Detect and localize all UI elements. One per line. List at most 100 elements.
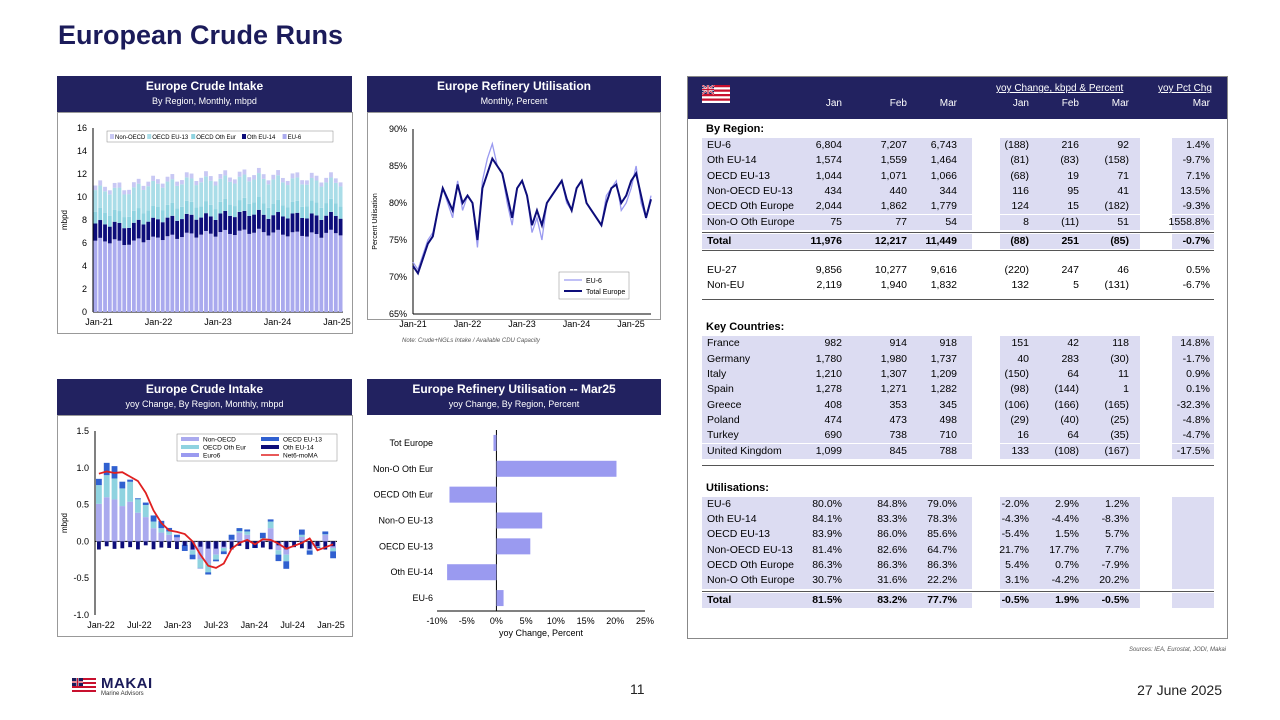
chart3-bar-segment	[127, 501, 134, 542]
table-row: Non-EU 2,119 1,940 1,832 132 5 (131) -6.7%	[702, 278, 1214, 293]
row-value: 81.5%	[812, 593, 842, 606]
row-value: -0.7%	[1182, 234, 1210, 247]
column-header: Jan	[825, 98, 842, 109]
chart1-bar-segment	[228, 233, 232, 312]
column-header: Mar	[939, 98, 957, 109]
chart3-bar-segment	[267, 528, 274, 542]
chart1-bar-segment	[136, 238, 141, 312]
chart3-bar-segment	[166, 534, 173, 542]
row-value: -9.7%	[1182, 154, 1210, 167]
chart1-bar-segment	[112, 187, 117, 210]
chart3-bar-segment	[96, 478, 102, 486]
chart1-bar-segment	[242, 229, 247, 312]
chart1-bar-segment	[295, 212, 300, 232]
chart1-bar-segment	[194, 181, 199, 186]
chart1-bar-segment	[127, 227, 131, 245]
chart1-bar-segment	[276, 175, 280, 200]
chart1-bar-segment	[218, 178, 223, 202]
chart3-bar-segment	[330, 548, 336, 552]
chart1-legend-box	[106, 130, 334, 143]
page-number: 11	[630, 681, 645, 697]
chart1-bar-segment	[314, 175, 319, 181]
chart1-bar-segment	[252, 214, 256, 233]
chart1-ytick: 4	[82, 261, 87, 271]
row-value: 1,278	[815, 383, 842, 396]
chart3-bar-segment	[228, 534, 235, 540]
row-value: 1,980	[880, 352, 907, 365]
row-value: 116	[1012, 184, 1029, 197]
row-value: 710	[939, 429, 957, 442]
row-label: Spain	[707, 383, 734, 396]
chart1-bar-segment	[309, 172, 314, 178]
row-value: 40	[1017, 352, 1029, 365]
chart4-xtick: 5%	[520, 616, 533, 626]
chart1-bar-segment	[256, 209, 261, 229]
row-value: 84.1%	[812, 513, 842, 526]
chart3-bar-segment	[244, 531, 251, 535]
row-label: Total	[707, 593, 732, 606]
row-value: 77.7%	[927, 593, 957, 606]
chart1-bar-segment	[300, 180, 305, 185]
section-title: By Region:	[706, 123, 765, 135]
chart2-ytick: 80%	[389, 198, 407, 208]
row-value: -4.3%	[1001, 513, 1029, 526]
chart1-header: Europe Crude Intake By Region, Monthly, …	[57, 76, 352, 112]
row-value: -7.9%	[1101, 559, 1129, 571]
cell-shade	[1000, 153, 1140, 169]
cell-shade	[1000, 183, 1140, 200]
chart1-bar-segment	[103, 186, 107, 192]
chart1-bar-segment	[122, 217, 127, 229]
row-value: 1,574	[815, 154, 842, 167]
chart1-legend-label: OECD EU-13	[152, 135, 189, 141]
row-label: Turkey	[707, 429, 739, 442]
row-value: 914	[889, 337, 907, 350]
chart1-bar-segment	[261, 203, 266, 215]
row-value: 42	[1067, 337, 1079, 350]
row-value: 1,071	[880, 169, 907, 182]
table-rule	[702, 590, 1214, 592]
row-value: 78.3%	[927, 513, 957, 526]
chart1-bar-segment	[338, 218, 343, 236]
chart1-bar-segment	[208, 233, 213, 312]
chart3-bar-negative	[159, 541, 164, 548]
chart1-bar-segment	[170, 215, 175, 235]
chart3-bar-segment	[197, 559, 204, 568]
chart1-bar-segment	[266, 207, 271, 219]
chart1-bar-segment	[237, 200, 242, 212]
row-value: 54	[945, 215, 957, 228]
chart3-bar-segment	[197, 541, 204, 560]
chart1-bar-segment	[93, 185, 98, 191]
cell-shade	[702, 233, 972, 250]
chart1-bar-segment	[271, 179, 276, 204]
chart3-bar-negative	[284, 541, 289, 550]
chart1-bar-segment	[112, 182, 117, 188]
chart3-bar-segment	[275, 541, 282, 551]
chart3-bar-negative	[97, 541, 101, 550]
chart4-utilisation-change: -10% -5% 0% 5% 10% 15% 20% 25% yoy Change, Perce…	[367, 415, 661, 643]
table-row: OECD Oth Europe 2,044 1,862 1,779 124 15 (182)…	[702, 199, 1214, 215]
chart1-bar-segment	[237, 230, 242, 312]
chart3-xtick: Jul-24	[280, 620, 305, 630]
row-value: 81.4%	[812, 543, 842, 556]
chart4-category-label: Non-O EU-13	[378, 516, 433, 526]
row-label: OECD EU-13	[707, 169, 771, 182]
row-value: -4.4%	[1051, 513, 1079, 526]
chart1-bar-segment	[199, 177, 204, 183]
cell-shade	[702, 573, 972, 589]
chart1-bar-segment	[93, 211, 98, 224]
chart3-bar-negative	[175, 541, 179, 550]
row-value: 12,217	[874, 234, 907, 247]
chart1-bar-segment	[232, 235, 237, 312]
chart1-bar-segment	[204, 201, 208, 214]
chart1-bar-segment	[319, 207, 324, 220]
row-value: 9,856	[815, 263, 842, 276]
row-value: 1,271	[880, 383, 907, 396]
chart3-bar-segment	[135, 498, 141, 513]
chart3-bar-segment	[150, 528, 157, 542]
row-value: 17.7%	[1049, 543, 1079, 556]
chart3-bar-segment	[142, 502, 149, 505]
table-row: Turkey 690 738 710 16 64 (35) -4.7%	[702, 428, 1214, 444]
row-value: 1,779	[930, 200, 957, 213]
chart1-bar-segment	[247, 203, 252, 216]
cell-shade	[1000, 214, 1140, 230]
